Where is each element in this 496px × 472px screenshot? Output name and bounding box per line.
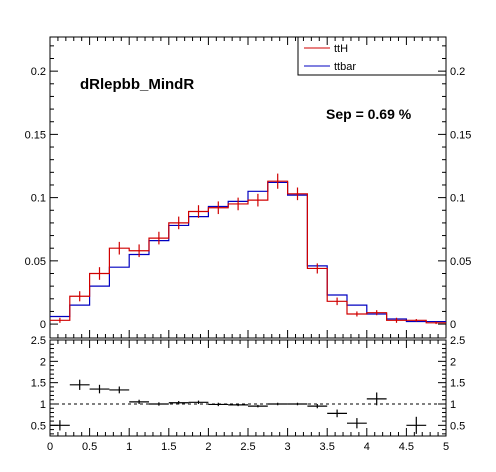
ratio-axis-ticks: 0.5 0.51 11.5 1.52 22.5 2.50 0.5 1 1.5 2 2.5 3 3.5 4 4… [31,335,466,453]
ratio-y-tick-label-right: 1.5 [450,378,465,390]
x-tick-label: 3 [285,441,291,453]
y-tick-label-right: 0 [450,319,456,331]
top-series [50,173,446,325]
x-tick-label: 1.5 [161,441,176,453]
ratio-y-tick-label-left: 2 [40,356,46,368]
legend-label-tth: ttH [334,43,348,55]
y-tick-label-left: 0 [40,319,46,331]
ratio-y-tick-label-left: 0.5 [31,420,46,432]
top-axis-ticks: 0 0 0.05 0.05 0.1 0.1 0.15 0.15 0.2 0.2 [25,37,471,338]
x-tick-label: 1 [126,441,132,453]
legend: ttH ttbar [297,36,447,76]
ratio-pad-frame [49,339,447,437]
ratio-y-tick-label-right: 2 [450,356,456,368]
x-tick-label: 0.5 [82,441,97,453]
x-tick-label: 4 [364,441,370,453]
tth-histogram-line [50,180,446,324]
x-tick-label: 5 [443,441,449,453]
y-tick-label-right: 0.05 [450,256,471,268]
x-tick-label: 2.5 [240,441,255,453]
x-tick-label: 0 [47,441,53,453]
ratio-y-tick-label-right: 0.5 [450,420,465,432]
separation-annotation: Sep = 0.69 % [326,106,412,122]
y-tick-label-right: 0.2 [450,66,465,78]
y-tick-label-left: 0.1 [31,193,46,205]
chart-title: dRlepbb_MindR [80,76,194,93]
y-tick-label-left: 0.05 [25,256,46,268]
ratio-y-tick-label-left: 1.5 [31,378,46,390]
x-tick-label: 2 [205,441,211,453]
y-tick-label-left: 0.2 [31,66,46,78]
ratio-y-tick-label-right: 2.5 [450,335,465,347]
x-tick-label: 4.5 [399,441,414,453]
y-tick-label-left: 0.15 [25,129,46,141]
legend-label-ttbar: ttbar [334,61,356,73]
ratio-y-tick-label-left: 1 [40,399,46,411]
ratio-y-tick-label-right: 1 [450,399,456,411]
y-tick-label-right: 0.15 [450,129,471,141]
legend-box [297,36,447,76]
ratio-y-tick-label-left: 2.5 [31,335,46,347]
x-tick-label: 3.5 [320,441,335,453]
ratio-series [50,379,446,434]
y-tick-label-right: 0.1 [450,193,465,205]
